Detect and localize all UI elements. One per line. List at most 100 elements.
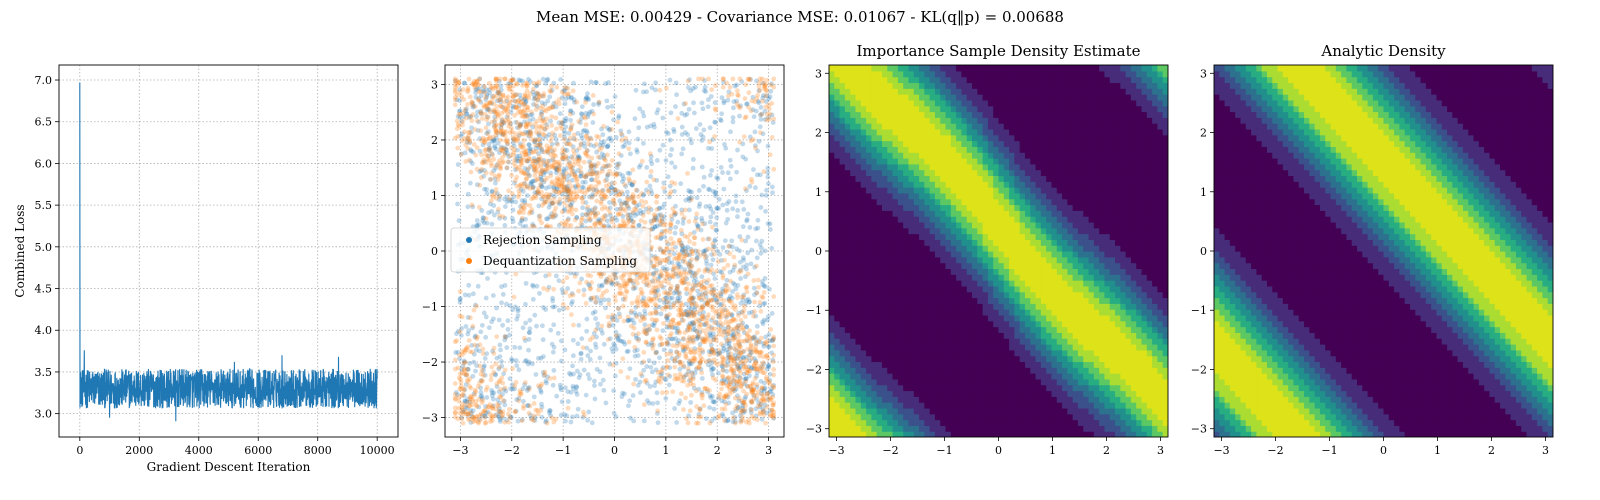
- density-cell: [839, 262, 846, 270]
- scatter-point-dequantization: [728, 355, 734, 361]
- scatter-point-dequantization: [725, 262, 731, 268]
- scatter-point-rejection: [726, 343, 732, 349]
- scatter-point-dequantization: [476, 396, 482, 402]
- scatter-point-dequantization: [542, 132, 547, 138]
- scatter-point-dequantization: [614, 172, 620, 178]
- scatter-point-dequantization: [762, 340, 768, 346]
- scatter-point-rejection: [744, 188, 749, 194]
- scatter-point-dequantization: [591, 111, 597, 117]
- scatter-point-rejection: [686, 188, 691, 193]
- scatter-point-dequantization: [575, 161, 581, 167]
- scatter-point-dequantization: [657, 379, 663, 385]
- scatter-point-dequantization: [663, 290, 669, 296]
- scatter-point-dequantization: [474, 404, 480, 409]
- scatter-point-dequantization: [649, 221, 655, 226]
- scatter-point-dequantization: [752, 392, 757, 398]
- density-cell: [850, 251, 857, 258]
- scatter-point-dequantization: [469, 349, 475, 355]
- scatter-point-dequantization: [590, 171, 596, 177]
- scatter-point-rejection: [742, 408, 748, 414]
- scatter-point-dequantization: [756, 339, 762, 345]
- scatter-point-rejection: [523, 358, 528, 364]
- density-cell: [834, 204, 841, 211]
- scatter-point-dequantization: [746, 90, 752, 96]
- scatter-point-dequantization: [720, 322, 725, 328]
- scatter-point-dequantization: [460, 119, 466, 124]
- scatter-point-rejection: [599, 271, 605, 277]
- scatter-point-rejection: [687, 321, 693, 326]
- scatter-point-dequantization: [724, 80, 730, 86]
- scatter-point-dequantization: [474, 166, 480, 172]
- scatter-point-rejection: [486, 121, 491, 127]
- scatter-point-dequantization: [625, 204, 630, 209]
- scatter-point-dequantization: [516, 98, 522, 103]
- scatter-point-dequantization: [763, 397, 769, 403]
- scatter-point-dequantization: [528, 133, 533, 139]
- scatter-point-rejection: [691, 300, 697, 306]
- scatter-point-dequantization: [474, 145, 480, 151]
- scatter-point-rejection: [594, 187, 599, 193]
- scatter-point-rejection: [771, 382, 776, 388]
- scatter-point-dequantization: [630, 194, 636, 200]
- scatter-point-dequantization: [593, 191, 599, 197]
- scatter-point-rejection: [500, 415, 505, 421]
- scatter-point-rejection: [532, 158, 538, 164]
- scatter-point-dequantization: [491, 345, 497, 351]
- scatter-point-dequantization: [534, 118, 540, 124]
- scatter-point-rejection: [709, 418, 715, 424]
- scatter-point-dequantization: [737, 376, 743, 381]
- scatter-point-dequantization: [507, 86, 513, 92]
- scatter-point-rejection: [688, 246, 694, 252]
- scatter-point-dequantization: [743, 82, 749, 88]
- scatter-point-rejection: [638, 390, 643, 395]
- scatter-point-rejection: [497, 419, 503, 424]
- scatter-point-rejection: [730, 289, 735, 294]
- scatter-point-rejection: [502, 283, 508, 288]
- scatter-point-dequantization: [544, 124, 550, 130]
- density-cell: [829, 221, 835, 229]
- density-cell: [844, 152, 851, 159]
- scatter-point-rejection: [708, 214, 714, 220]
- scatter-point-rejection: [759, 238, 765, 244]
- scatter-point-dequantization: [503, 138, 508, 143]
- scatter-point-dequantization: [552, 181, 558, 187]
- scatter-point-rejection: [693, 84, 698, 90]
- scatter-point-dequantization: [741, 366, 747, 371]
- scatter-point-dequantization: [741, 348, 746, 354]
- scatter-point-rejection: [697, 329, 703, 335]
- scatter-point-dequantization: [761, 81, 767, 86]
- scatter-point-dequantization: [708, 339, 713, 344]
- scatter-point-dequantization: [487, 99, 493, 105]
- scatter-point-dequantization: [542, 198, 548, 204]
- scatter-point-dequantization: [651, 255, 657, 261]
- scatter-point-rejection: [651, 264, 657, 270]
- scatter-point-rejection: [585, 114, 591, 120]
- scatter-point-dequantization: [592, 212, 598, 218]
- scatter-point-dequantization: [706, 297, 712, 303]
- scatter-point-rejection: [581, 127, 587, 133]
- scatter-point-dequantization: [541, 194, 546, 199]
- scatter-point-dequantization: [651, 212, 657, 218]
- scatter-point-dequantization: [652, 288, 657, 294]
- scatter-point-rejection: [749, 365, 755, 371]
- scatter-point-rejection: [644, 165, 650, 170]
- scatter-point-rejection: [600, 142, 606, 148]
- scatter-point-rejection: [579, 276, 585, 282]
- scatter-point-dequantization: [493, 132, 499, 138]
- density-cell: [834, 105, 841, 113]
- scatter-point-dequantization: [664, 341, 670, 347]
- scatter-point-rejection: [699, 297, 704, 303]
- scatter-point-dequantization: [713, 83, 718, 88]
- scatter-point-dequantization: [606, 182, 612, 187]
- scatter-point-rejection: [508, 414, 513, 419]
- scatter-point-rejection: [761, 343, 767, 349]
- scatter-point-rejection: [568, 108, 574, 114]
- scatter-point-dequantization: [576, 158, 581, 163]
- scatter-point-dequantization: [661, 185, 666, 191]
- scatter-point-rejection: [480, 89, 486, 95]
- scatter-point-dequantization: [667, 286, 673, 292]
- scatter-point-rejection: [669, 160, 675, 166]
- scatter-point-dequantization: [757, 402, 763, 408]
- scatter-point-dequantization: [567, 207, 572, 213]
- scatter-point-rejection: [669, 295, 675, 301]
